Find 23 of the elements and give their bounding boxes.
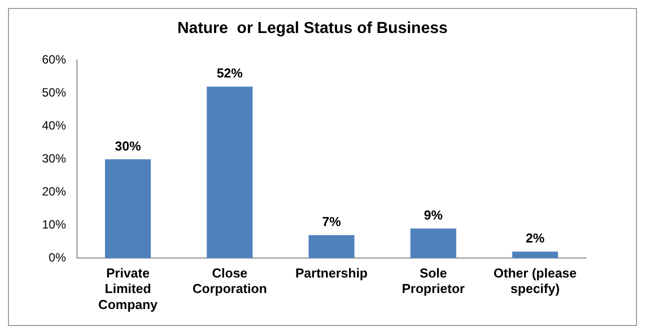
data-label: 7% xyxy=(322,214,342,230)
y-tick-label: 40% xyxy=(42,118,66,133)
x-tick-label: Private Limited Company xyxy=(98,266,158,312)
data-label: 2% xyxy=(526,230,545,246)
x-tick-label: Partnership xyxy=(295,266,368,281)
y-tick-label: 60% xyxy=(42,52,66,67)
x-tick-label: Close Corporation xyxy=(192,266,267,296)
y-tick-label: 30% xyxy=(42,152,66,166)
bar xyxy=(308,235,354,258)
bar xyxy=(410,228,456,258)
chart-title: Nature or Legal Status of Business xyxy=(177,20,448,38)
y-tick-label: 10% xyxy=(42,218,66,232)
x-tick-label: Sole Proprietor xyxy=(402,266,465,296)
y-tick-label: 0% xyxy=(48,250,66,265)
bar xyxy=(105,159,151,258)
y-tick-label: 20% xyxy=(42,184,66,199)
data-label: 30% xyxy=(114,138,142,154)
bar xyxy=(512,252,558,258)
data-label: 9% xyxy=(424,208,444,223)
y-tick-label: 50% xyxy=(42,86,66,100)
data-label: 52% xyxy=(216,66,244,81)
x-tick-label: Other (please specify) xyxy=(494,266,577,296)
bar xyxy=(206,86,253,258)
